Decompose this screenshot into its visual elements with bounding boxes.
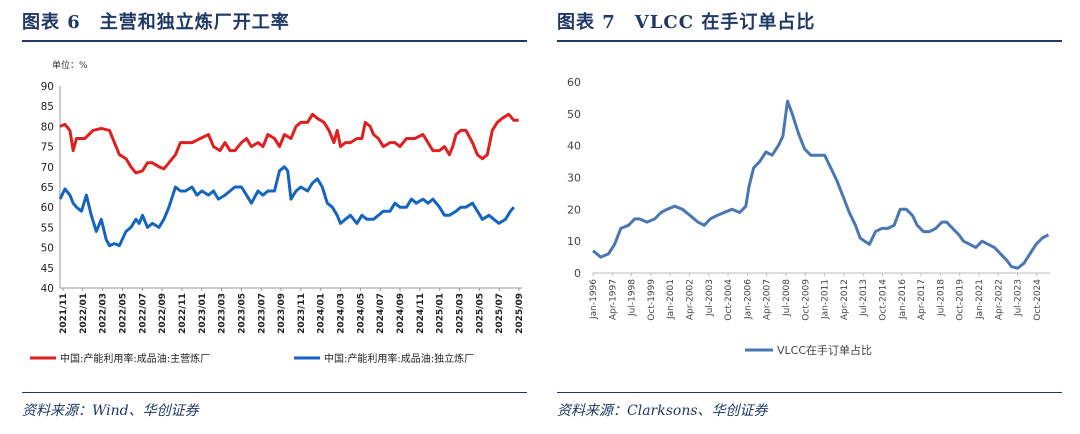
left-x-tick-label: 2025/09 <box>515 293 525 334</box>
left-x-tick-label: 2022/11 <box>178 293 188 334</box>
left-x-tick-label: 2024/05 <box>356 293 366 334</box>
left-x-tick-label: 2023/11 <box>297 293 307 334</box>
right-x-tick-label: Oct-2009 <box>801 279 811 321</box>
left-x-tick-label: 2024/01 <box>317 293 327 334</box>
left-y-tick-label: 40 <box>41 283 54 295</box>
right-x-tick-label: Apr-2007 <box>763 279 773 320</box>
right-x-tick-label: Oct-2019 <box>956 279 966 321</box>
left-x-tick-label: 2024/07 <box>376 293 386 334</box>
right-x-tick-label: Oct-1999 <box>647 279 657 321</box>
left-x-tick-label: 2025/05 <box>475 293 485 334</box>
left-legend-label-0: 中国:产能利用率:成品油:主营炼厂 <box>60 352 210 365</box>
left-bottom-rule <box>22 392 527 393</box>
right-source-note: 资料来源：Clarksons、华创证券 <box>557 403 768 419</box>
right-x-tick-label: Jul-2013 <box>859 279 869 317</box>
right-y-tick-label: 0 <box>574 267 581 280</box>
right-x-tick-label: Jan-2001 <box>666 279 676 320</box>
right-x-tick-label: Jan-2011 <box>821 279 831 320</box>
right-y-tick-label: 30 <box>567 172 581 185</box>
left-series-line-1 <box>58 165 515 248</box>
left-chart-panel: 图表 6 主营和独立炼厂开工率 单位：% 40 45 50 55 60 65 70 75 80 85… <box>22 0 527 434</box>
right-y-tick-label: 50 <box>567 108 581 121</box>
right-x-tick-label: Jul-2023 <box>1014 279 1024 317</box>
right-x-tick-label: Jan-2006 <box>743 279 753 320</box>
left-y-tick-label: 60 <box>41 202 54 214</box>
left-y-tick-label: 55 <box>41 222 54 234</box>
left-series-line-0 <box>59 112 519 175</box>
right-x-tick-label: Jul-2003 <box>705 279 715 317</box>
left-y-tick-label: 85 <box>41 101 54 113</box>
right-y-tick-label: 20 <box>567 203 581 216</box>
left-y-tick-label: 70 <box>41 162 54 174</box>
left-y-tick-label: 50 <box>41 243 54 255</box>
left-title-rule <box>22 40 527 42</box>
left-source-note: 资料来源：Wind、华创证券 <box>22 403 199 419</box>
left-x-tick-label: 2024/03 <box>337 293 347 334</box>
left-x-tick-label: 2022/07 <box>138 293 148 334</box>
right-legend-label-0: VLCC在手订单占比 <box>777 343 872 357</box>
left-x-tick-label: 2023/05 <box>237 293 247 334</box>
right-x-tick-label: Oct-2004 <box>724 279 734 321</box>
right-series-line-0 <box>592 99 1050 270</box>
right-x-tick-label: Apr-2002 <box>685 279 695 320</box>
right-x-tick-label: Oct-2024 <box>1033 279 1043 321</box>
left-x-tick-label: 2023/09 <box>277 293 287 334</box>
left-x-tick-label: 2023/03 <box>218 293 228 334</box>
left-x-tick-label: 2022/03 <box>99 293 109 334</box>
right-x-tick-label: Jul-2018 <box>936 279 946 317</box>
left-x-tick-label: 2022/09 <box>158 293 168 334</box>
left-line-chart: 单位：% 40 45 50 55 60 65 70 75 80 85 90 2021/11 2022/01… <box>30 59 525 365</box>
left-chart-title: 图表 6 主营和独立炼厂开工率 <box>22 12 290 33</box>
left-x-tick-label: 2025/01 <box>436 293 446 334</box>
left-x-tick-label: 2022/05 <box>118 293 128 334</box>
left-x-tick-label: 2025/07 <box>495 293 505 334</box>
left-y-tick-label: 75 <box>41 142 54 154</box>
left-x-tick-label: 2022/01 <box>79 293 89 334</box>
right-x-tick-label: Jul-2008 <box>782 279 792 317</box>
left-x-tick-label: 2025/03 <box>456 293 466 334</box>
right-x-tick-label: Apr-2022 <box>994 279 1004 320</box>
left-x-tick-label: 2021/11 <box>59 293 69 334</box>
right-x-tick-label: Jul-1998 <box>628 279 638 317</box>
right-x-tick-label: Oct-2014 <box>878 279 888 321</box>
right-title-rule <box>557 40 1062 42</box>
right-x-tick-label: Jan-1996 <box>589 279 599 320</box>
right-y-tick-label: 40 <box>567 140 581 153</box>
left-legend-label-1: 中国:产能利用率:成品油:独立炼厂 <box>324 352 474 365</box>
right-y-tick-label: 60 <box>567 76 581 89</box>
right-x-tick-label: Jan-2021 <box>975 279 985 320</box>
right-x-tick-label: Jan-2016 <box>898 279 908 320</box>
left-x-tick-label: 2024/09 <box>396 293 406 334</box>
right-line-chart: 0 10 20 30 40 50 60 Jan-1996 Apr-1997 Jul-1998 Oct… <box>567 76 1050 357</box>
left-x-tick-label: 2024/11 <box>416 293 426 334</box>
right-x-tick-label: Apr-1997 <box>608 279 618 320</box>
left-y-tick-label: 90 <box>41 81 54 93</box>
left-y-tick-label: 80 <box>41 121 54 133</box>
right-x-tick-label: Apr-2012 <box>840 279 850 320</box>
right-y-tick-label: 10 <box>567 235 581 248</box>
left-x-tick-label: 2023/07 <box>257 293 267 334</box>
left-y-tick-label: 45 <box>41 263 54 275</box>
right-chart-title: 图表 7 VLCC 在手订单占比 <box>557 12 816 33</box>
left-y-tick-label: 65 <box>41 182 54 194</box>
left-x-tick-label: 2023/01 <box>198 293 208 334</box>
right-chart-panel: 图表 7 VLCC 在手订单占比 0 10 20 30 40 50 60 Jan-1996 Ap… <box>557 0 1062 434</box>
left-unit-label: 单位：% <box>52 59 88 71</box>
right-bottom-rule <box>557 392 1062 393</box>
right-x-tick-label: Apr-2017 <box>917 279 927 320</box>
